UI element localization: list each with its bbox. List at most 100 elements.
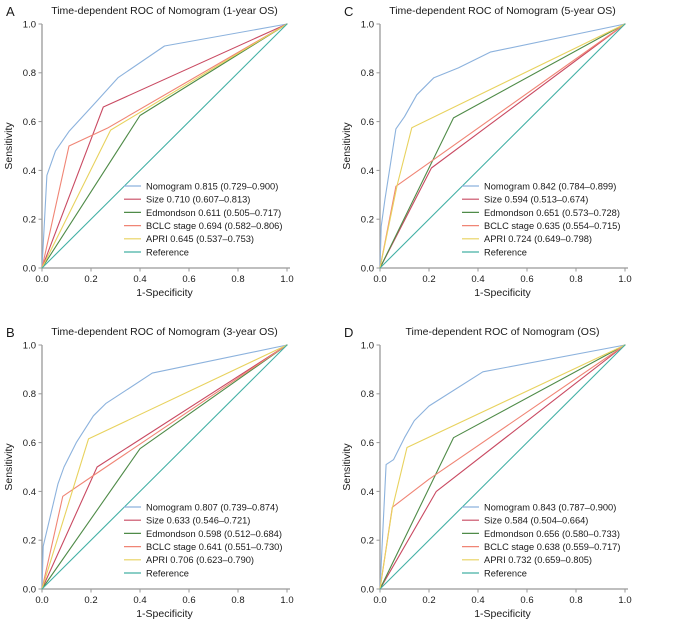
x-tick-label: 0.6	[520, 274, 533, 285]
y-tick-label: 1.0	[23, 340, 36, 351]
legend-label-size: Size 0.633 (0.546–0.721)	[146, 516, 250, 526]
x-tick-label: 0.2	[422, 274, 435, 285]
legend-label-apri: APRI 0.732 (0.659–0.805)	[484, 555, 592, 565]
y-tick-label: 0.2	[23, 536, 36, 547]
legend-label-apri: APRI 0.645 (0.537–0.753)	[146, 234, 254, 244]
legend-label-nomogram: Nomogram 0.815 (0.729–0.900)	[146, 181, 278, 191]
x-tick-label: 0.6	[182, 274, 195, 285]
roc-curve-apri	[379, 23, 626, 269]
roc-curve-size	[379, 23, 626, 269]
roc-chart-d: D Time-dependent ROC of Nomogram (OS)0.0 0…	[341, 325, 632, 620]
roc-curve-reference	[379, 23, 626, 269]
x-tick-label: 0.0	[373, 274, 386, 285]
y-tick-label: 0.4	[361, 487, 374, 498]
legend-label-nomogram: Nomogram 0.843 (0.787–0.900)	[484, 502, 616, 512]
x-tick-label: 0.4	[133, 595, 146, 606]
y-tick-label: 0.0	[361, 584, 374, 595]
x-tick-label: 0.2	[84, 595, 97, 606]
x-axis-title: 1-Specificity	[136, 608, 193, 620]
legend-label-size: Size 0.584 (0.504–0.664)	[484, 516, 588, 526]
legend-label-apri: APRI 0.724 (0.649–0.798)	[484, 234, 592, 244]
roc-curve-size	[41, 23, 288, 269]
roc-curve-nomogram	[41, 23, 288, 269]
y-tick-label: 0.0	[361, 263, 374, 274]
roc-curve-reference	[41, 344, 288, 590]
x-tick-label: 0.2	[422, 595, 435, 606]
roc-panel: A Time-dependent ROC of Nomogram (1-year …	[0, 0, 338, 321]
roc-curve-edmondson	[379, 344, 626, 590]
roc-curve-nomogram	[41, 344, 288, 590]
x-tick-label: 0.0	[35, 595, 48, 606]
y-axis-title: Sensitivity	[341, 122, 353, 170]
x-tick-label: 1.0	[280, 595, 293, 606]
x-tick-label: 0.8	[231, 595, 244, 606]
roc-panel: B Time-dependent ROC of Nomogram (3-year …	[0, 321, 338, 643]
chart-title: Time-dependent ROC of Nomogram (3-year O…	[51, 326, 278, 338]
roc-curve-bclc-stage	[41, 23, 288, 269]
y-tick-label: 0.8	[361, 68, 374, 79]
y-tick-label: 0.2	[361, 536, 374, 547]
legend-label-bclc-stage: BCLC stage 0.638 (0.559–0.717)	[484, 542, 620, 552]
roc-curve-apri	[379, 344, 626, 590]
x-axis-title: 1-Specificity	[474, 608, 531, 620]
y-axis-title: Sensitivity	[3, 443, 15, 491]
y-tick-label: 0.6	[361, 438, 374, 449]
x-tick-label: 0.0	[373, 595, 386, 606]
legend-label-edmondson: Edmondson 0.611 (0.505–0.717)	[146, 208, 281, 218]
roc-chart-b: B Time-dependent ROC of Nomogram (3-year …	[3, 325, 294, 620]
panel-letter: B	[6, 325, 15, 340]
legend-label-size: Size 0.710 (0.607–0.813)	[146, 195, 250, 205]
y-tick-label: 0.2	[361, 215, 374, 226]
legend-label-size: Size 0.594 (0.513–0.674)	[484, 195, 588, 205]
x-tick-label: 1.0	[280, 274, 293, 285]
x-tick-label: 0.4	[471, 274, 484, 285]
x-axis-title: 1-Specificity	[136, 287, 193, 299]
legend-label-reference: Reference	[484, 568, 527, 578]
chart-title: Time-dependent ROC of Nomogram (OS)	[406, 326, 600, 338]
roc-curve-apri	[41, 344, 288, 590]
x-tick-label: 0.8	[569, 595, 582, 606]
panel-letter: D	[344, 325, 353, 340]
x-tick-label: 1.0	[618, 274, 631, 285]
x-tick-label: 0.0	[35, 274, 48, 285]
x-tick-label: 0.4	[133, 274, 146, 285]
roc-curve-edmondson	[379, 23, 626, 269]
legend-label-bclc-stage: BCLC stage 0.641 (0.551–0.730)	[146, 542, 282, 552]
legend-label-nomogram: Nomogram 0.842 (0.784–0.899)	[484, 181, 616, 191]
x-tick-label: 0.4	[471, 595, 484, 606]
panel-letter: A	[6, 4, 15, 19]
y-tick-label: 1.0	[361, 19, 374, 30]
y-tick-label: 0.8	[361, 389, 374, 400]
panel-letter: C	[344, 4, 353, 19]
y-tick-label: 0.6	[361, 117, 374, 128]
legend-label-bclc-stage: BCLC stage 0.694 (0.582–0.806)	[146, 221, 282, 231]
y-axis-title: Sensitivity	[341, 443, 353, 491]
y-tick-label: 0.8	[23, 68, 36, 79]
legend-label-bclc-stage: BCLC stage 0.635 (0.554–0.715)	[484, 221, 620, 231]
y-tick-label: 1.0	[23, 19, 36, 30]
x-axis-title: 1-Specificity	[474, 287, 531, 299]
y-tick-label: 0.4	[23, 487, 36, 498]
legend-label-edmondson: Edmondson 0.651 (0.573–0.728)	[484, 208, 620, 218]
x-tick-label: 0.8	[569, 274, 582, 285]
roc-curve-edmondson	[41, 344, 288, 590]
roc-panel: D Time-dependent ROC of Nomogram (OS) 0.0 0…	[338, 321, 677, 643]
legend-label-nomogram: Nomogram 0.807 (0.739–0.874)	[146, 502, 278, 512]
roc-curve-size	[41, 344, 288, 590]
roc-curve-apri	[41, 23, 288, 269]
roc-curve-edmondson	[41, 23, 288, 269]
legend-label-reference: Reference	[484, 247, 527, 257]
roc-curve-reference	[41, 23, 288, 269]
y-tick-label: 0.8	[23, 389, 36, 400]
legend-label-edmondson: Edmondson 0.656 (0.580–0.733)	[484, 529, 620, 539]
x-tick-label: 0.2	[84, 274, 97, 285]
roc-curve-size	[379, 344, 626, 590]
y-tick-label: 0.0	[23, 584, 36, 595]
y-tick-label: 0.0	[23, 263, 36, 274]
legend-label-apri: APRI 0.706 (0.623–0.790)	[146, 555, 254, 565]
x-tick-label: 1.0	[618, 595, 631, 606]
x-tick-label: 0.8	[231, 274, 244, 285]
roc-chart-c: C Time-dependent ROC of Nomogram (5-year …	[341, 4, 632, 299]
chart-title: Time-dependent ROC of Nomogram (5-year O…	[389, 5, 616, 17]
